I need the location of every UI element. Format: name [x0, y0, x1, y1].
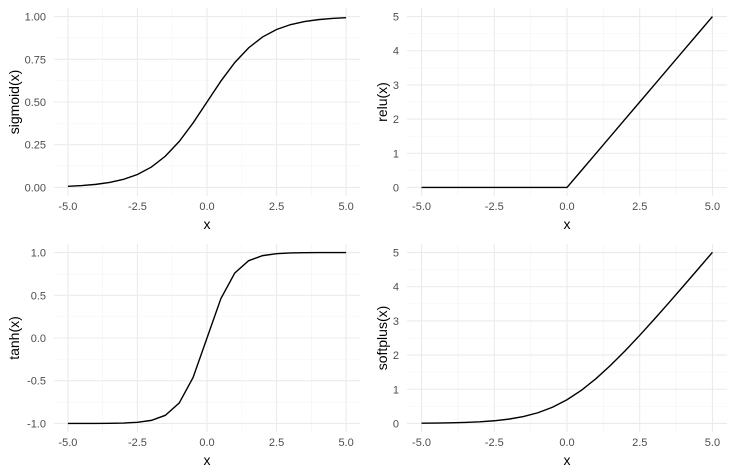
y-tick-label: 0 — [393, 182, 399, 194]
x-tick-label: 0.0 — [559, 201, 574, 213]
y-tick-label: 3 — [393, 80, 399, 92]
y-axis-title: tanh(x) — [6, 316, 22, 360]
x-tick-label: 5.0 — [338, 201, 353, 213]
x-tick-label: 5.0 — [705, 437, 720, 449]
panel-tanh: -5.0 -2.5 0.0 2.5 5.0 -1.0 -0.5 0.0 0.5 1.0 x tanh(… — [6, 244, 360, 468]
x-tick-label: 2.5 — [632, 201, 647, 213]
y-tick-label: 5 — [393, 12, 399, 24]
x-tick-label: -5.0 — [58, 437, 77, 449]
panel-sigmoid: -5.0 -2.5 0.0 2.5 5.0 0.00 0.25 0.50 0.75 1.00 x si… — [6, 8, 360, 232]
x-tick-label: 0.0 — [199, 201, 214, 213]
relu-line — [421, 16, 713, 189]
x-axis-title: x — [564, 452, 571, 468]
y-tick-label: 3 — [393, 316, 399, 328]
y-tick-label: 1.00 — [25, 12, 46, 24]
y-tick-label: -0.5 — [27, 376, 46, 388]
y-tick-label: 0.75 — [25, 54, 46, 66]
y-tick-label: 2 — [393, 350, 399, 362]
y-tick-label: 0.5 — [31, 290, 46, 302]
x-axis-title: x — [204, 452, 211, 468]
y-tick-label: 5 — [393, 248, 399, 260]
panel-softplus: -5.0 -2.5 0.0 2.5 5.0 0 1 2 3 4 5 x softplus(x) — [374, 244, 727, 468]
x-tick-label: 2.5 — [632, 437, 647, 449]
y-tick-label: 1 — [393, 148, 399, 160]
x-tick-label: -5.0 — [412, 437, 431, 449]
y-tick-label: 1.0 — [31, 248, 46, 260]
y-tick-label: 0.0 — [31, 333, 46, 345]
y-tick-label: 0.00 — [25, 182, 46, 194]
x-tick-label: -2.5 — [128, 201, 147, 213]
x-tick-label: 2.5 — [269, 437, 284, 449]
x-tick-label: 5.0 — [338, 437, 353, 449]
grid-softplus — [407, 244, 727, 432]
x-tick-label: 5.0 — [705, 201, 720, 213]
grid-sigmoid — [54, 8, 360, 196]
x-tick-label: -5.0 — [412, 201, 431, 213]
x-axis-title: x — [564, 216, 571, 232]
x-tick-label: 0.0 — [559, 437, 574, 449]
x-tick-label: 0.0 — [199, 437, 214, 449]
panel-relu: -5.0 -2.5 0.0 2.5 5.0 0 1 2 3 4 5 x relu(x) — [374, 8, 727, 232]
x-tick-label: -5.0 — [58, 201, 77, 213]
y-axis-title: softplus(x) — [374, 306, 390, 371]
y-tick-label: 2 — [393, 114, 399, 126]
x-tick-label: -2.5 — [485, 201, 504, 213]
y-tick-label: 0.50 — [25, 97, 46, 109]
x-tick-label: -2.5 — [128, 437, 147, 449]
y-tick-label: 4 — [393, 282, 399, 294]
grid-relu — [407, 8, 727, 196]
y-tick-label: 0 — [393, 418, 399, 430]
x-axis-title: x — [204, 216, 211, 232]
y-tick-label: 0.25 — [25, 140, 46, 152]
y-tick-label: -1.0 — [27, 418, 46, 430]
softplus-line — [421, 251, 713, 424]
y-axis-title: sigmoid(x) — [6, 70, 22, 135]
tanh-line — [67, 251, 347, 425]
y-axis-title: relu(x) — [374, 82, 390, 122]
y-tick-label: 1 — [393, 384, 399, 396]
x-tick-label: -2.5 — [485, 437, 504, 449]
y-tick-label: 4 — [393, 46, 399, 58]
x-tick-label: 2.5 — [269, 201, 284, 213]
sigmoid-line — [67, 16, 347, 188]
